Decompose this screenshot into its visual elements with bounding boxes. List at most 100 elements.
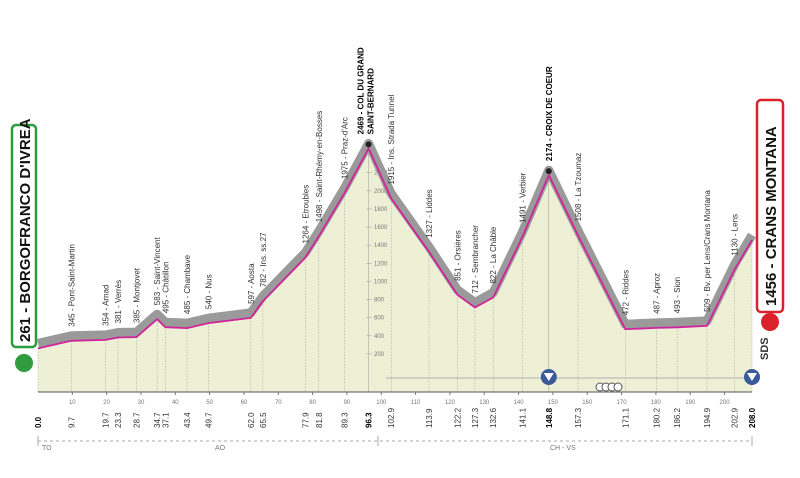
km-label: 141.1 bbox=[518, 407, 527, 428]
endpoint-label: 261 - BORGOFRANCO D'IVREA bbox=[17, 118, 34, 342]
x-tick-label: 200 bbox=[720, 400, 731, 406]
x-tick-label: 160 bbox=[582, 400, 593, 406]
x-tick-label: 80 bbox=[309, 400, 316, 406]
km-label: 194.9 bbox=[703, 407, 712, 428]
km-label: 202.9 bbox=[730, 407, 739, 428]
km-label: 180.2 bbox=[653, 407, 662, 428]
summit-label: 2469 - COL DU GRANDSAINT-BERNARD bbox=[357, 47, 376, 134]
km-label: 19.7 bbox=[102, 412, 111, 428]
km-label: 23.3 bbox=[114, 412, 123, 428]
km-label: 62.0 bbox=[247, 412, 256, 428]
waypoint-label: 495 - Châtillon bbox=[161, 262, 170, 314]
y-tick-label: 2000 bbox=[374, 189, 388, 195]
x-tick-label: 110 bbox=[411, 400, 421, 406]
sprint-icon bbox=[613, 382, 623, 392]
waypoint-label: 782 - Ins. ss.27 bbox=[259, 232, 268, 287]
gpm-arrow bbox=[543, 373, 554, 381]
summit-label-line: 2469 - COL DU GRAND bbox=[357, 47, 366, 134]
x-tick-label: 10 bbox=[69, 400, 76, 406]
km-label: 148.8 bbox=[545, 407, 554, 428]
y-tick-label: 1200 bbox=[374, 261, 388, 267]
km-label: 49.7 bbox=[205, 412, 214, 428]
waypoint-label: 712 - Sembrancher bbox=[471, 225, 480, 294]
logo: SDS bbox=[759, 337, 771, 360]
waypoint-label: 1498 - Saint-Rhémy-en-Bosses bbox=[315, 111, 324, 223]
km-label: 132.6 bbox=[489, 407, 498, 428]
region-label: TO bbox=[42, 445, 52, 452]
waypoint-label: 493 - Sion bbox=[673, 277, 682, 313]
profile-area bbox=[38, 148, 752, 392]
y-tick-label: 1400 bbox=[374, 243, 388, 249]
waypoint-label: 509 - Bv. per Lens/Crans Montana bbox=[703, 190, 712, 312]
km-label: 37.1 bbox=[161, 412, 170, 428]
km-label: 96.3 bbox=[365, 412, 374, 428]
finish-icon bbox=[761, 313, 779, 331]
km-label: 28.7 bbox=[133, 412, 142, 428]
x-tick-label: 20 bbox=[103, 400, 110, 406]
y-tick-label: 1600 bbox=[374, 225, 388, 231]
x-tick-label: 50 bbox=[206, 400, 213, 406]
waypoint-label: 597 - Aosta bbox=[247, 263, 256, 304]
y-tick-label: 1800 bbox=[374, 207, 388, 213]
y-tick-label: 600 bbox=[374, 316, 385, 322]
x-tick-label: 130 bbox=[479, 400, 490, 406]
km-label: 65.5 bbox=[259, 412, 268, 428]
x-tick-label: 180 bbox=[651, 400, 662, 406]
km-label: 157.3 bbox=[574, 407, 583, 428]
waypoint-label: 345 - Pont-Saint-Martin bbox=[67, 244, 76, 327]
waypoint-label: 485 - Chambave bbox=[183, 254, 192, 314]
km-label: 43.4 bbox=[183, 412, 192, 428]
waypoint-label: 1130 - Lens bbox=[730, 214, 739, 256]
x-tick-label: 60 bbox=[241, 400, 248, 406]
profile-line bbox=[37, 147, 753, 350]
x-tick-label: 30 bbox=[138, 400, 145, 406]
km-label: 81.8 bbox=[315, 412, 324, 428]
x-tick-label: 120 bbox=[445, 400, 456, 406]
waypoint-label: 1508 - La Tzoumaz bbox=[574, 153, 583, 222]
region-label: AO bbox=[215, 445, 226, 452]
summit-label: 2174 - CROIX DE COEUR bbox=[545, 66, 554, 161]
waypoint-label: 1491 - Verbier bbox=[518, 172, 527, 223]
km-label: 208.0 bbox=[748, 407, 757, 428]
km-label: 34.7 bbox=[153, 412, 162, 428]
x-tick-label: 190 bbox=[685, 400, 696, 406]
region-label: CH - VS bbox=[550, 445, 576, 452]
km-label: 122.2 bbox=[453, 407, 462, 428]
waypoint-label: 487 - Aproz bbox=[653, 273, 662, 314]
km-label: 0.0 bbox=[34, 416, 43, 428]
km-label: 171.1 bbox=[621, 407, 630, 428]
summit-dot bbox=[545, 168, 552, 175]
km-label: 77.9 bbox=[301, 412, 310, 428]
km-label: 127.3 bbox=[471, 407, 480, 428]
y-tick-label: 800 bbox=[374, 298, 385, 304]
waypoint-label: 1327 - Liddes bbox=[425, 189, 434, 237]
km-label: 186.2 bbox=[673, 407, 682, 428]
y-tick-label: 400 bbox=[374, 334, 385, 340]
waypoint-label: 851 - Orsières bbox=[453, 230, 462, 281]
km-label: 89.3 bbox=[341, 412, 350, 428]
waypoint-label: 354 - Arnad bbox=[102, 285, 111, 326]
summit-dot bbox=[365, 141, 372, 148]
y-tick-label: 200 bbox=[374, 352, 385, 358]
x-tick-label: 150 bbox=[548, 400, 559, 406]
waypoint-label: 1915 - Ins. Strada Tunnel bbox=[387, 94, 396, 184]
waypoint-label: 1264 - Etroubles bbox=[301, 185, 310, 244]
start-box bbox=[10, 123, 38, 349]
start-icon bbox=[15, 354, 33, 372]
endpoint-label: 1456 - CRANS MONTANA bbox=[763, 126, 780, 306]
finish-box bbox=[755, 98, 785, 314]
x-tick-label: 90 bbox=[344, 400, 351, 406]
x-tick-label: 70 bbox=[275, 400, 282, 406]
summit-label-line: SAINT-BERNARD bbox=[367, 68, 376, 134]
waypoint-label: 540 - Nus bbox=[205, 274, 214, 309]
km-label: 113.9 bbox=[425, 408, 434, 428]
waypoint-label: 381 - Verrès bbox=[114, 280, 123, 324]
x-tick-label: 40 bbox=[172, 400, 179, 406]
y-tick-label: 1000 bbox=[374, 279, 388, 285]
waypoint-label: 583 - Saint-Vincent bbox=[153, 237, 162, 306]
waypoint-label: 822 - La Châble bbox=[489, 226, 498, 283]
x-tick-label: 100 bbox=[376, 400, 387, 406]
waypoint-label: 472 - Riddes bbox=[621, 270, 630, 315]
waypoint-label: 385 - Montjovet bbox=[133, 267, 142, 323]
